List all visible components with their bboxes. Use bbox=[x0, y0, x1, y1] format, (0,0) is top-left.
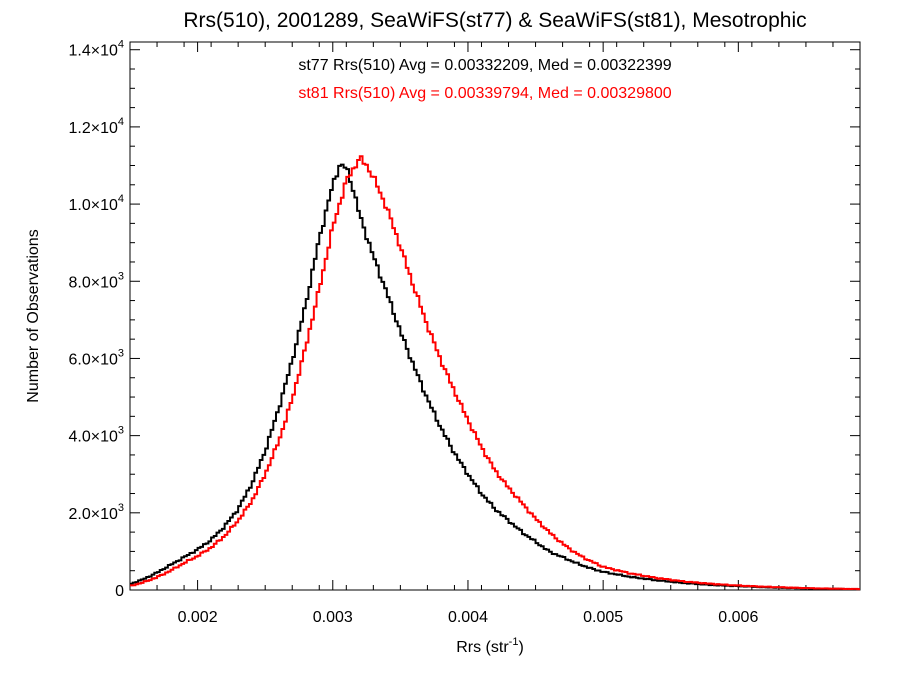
y-tick-label: 6.0×103 bbox=[68, 347, 124, 368]
series-group bbox=[130, 155, 860, 591]
y-tick-label: 0 bbox=[115, 583, 124, 600]
x-tick-label: 0.005 bbox=[583, 609, 623, 626]
annotations: st77 Rrs(510) Avg = 0.00332209, Med = 0.… bbox=[298, 57, 671, 102]
x-axis-label-main: Rrs (str bbox=[456, 639, 509, 656]
x-tick-label: 0.004 bbox=[448, 609, 488, 626]
y-axis-label: Number of Observations bbox=[25, 229, 42, 402]
axis-ticks bbox=[129, 42, 861, 591]
y-tick-label: 8.0×103 bbox=[68, 270, 124, 291]
y-tick-label: 1.0×104 bbox=[68, 193, 124, 214]
chart-title: Rrs(510), 2001289, SeaWiFS(st77) & SeaWi… bbox=[183, 9, 806, 32]
series-line-st77 bbox=[130, 163, 860, 591]
series-line-st81 bbox=[130, 155, 860, 591]
y-tick-label: 2.0×103 bbox=[68, 502, 124, 523]
x-axis-label-superscript: -1 bbox=[509, 636, 519, 648]
x-tick-label: 0.003 bbox=[313, 609, 353, 626]
y-tick-label: 1.4×104 bbox=[68, 39, 124, 60]
annotation-st81: st81 Rrs(510) Avg = 0.00339794, Med = 0.… bbox=[298, 85, 671, 102]
y-tick-label: 4.0×103 bbox=[68, 425, 124, 446]
y-tick-label: 1.2×104 bbox=[68, 116, 124, 137]
y-tick-labels: 0 2.0×103 4.0×103 6.0×103 8.0×103 1.0×104 1.2×… bbox=[68, 39, 124, 600]
x-tick-labels: 0.002 0.003 0.004 0.005 0.006 bbox=[178, 609, 759, 626]
x-tick-label: 0.006 bbox=[718, 609, 758, 626]
x-tick-label: 0.002 bbox=[178, 609, 218, 626]
x-axis-label: Rrs (str-1) bbox=[456, 636, 524, 656]
x-axis-label-suffix: ) bbox=[518, 639, 523, 656]
annotation-st77: st77 Rrs(510) Avg = 0.00332209, Med = 0.… bbox=[298, 57, 671, 74]
plot-frame bbox=[129, 41, 861, 591]
